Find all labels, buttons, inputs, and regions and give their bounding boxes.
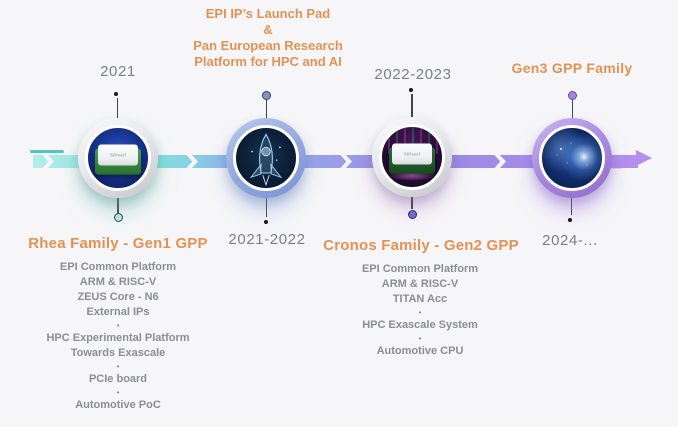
- band-accent-line: [30, 150, 64, 153]
- node1-bottom-dot: [113, 212, 123, 222]
- chip-package: SiPearl: [392, 143, 432, 165]
- chip-brand-label: SiPearl: [403, 151, 421, 157]
- detail-item: HPC Experimental Platform: [46, 332, 190, 344]
- node4-milestone-circle: [532, 118, 612, 198]
- detail-separator: •: [116, 321, 120, 330]
- node3-top-stem: [411, 94, 413, 118]
- detail-item: Towards Exascale: [70, 347, 166, 359]
- detail-item: TITAN Acc: [392, 293, 448, 305]
- node1-title: Rhea Family - Gen1 GPP: [28, 235, 208, 252]
- node2-top-stem: [265, 100, 267, 119]
- detail-item: EPI Common Platform: [59, 261, 177, 273]
- arrow-head-icon: [636, 150, 652, 166]
- node1-bottom-stem: [117, 196, 119, 213]
- node3-title: Cronos Family - Gen2 GPP: [323, 237, 519, 254]
- node2-title-line: &: [263, 22, 273, 37]
- node3-bottom-stem: [411, 195, 413, 209]
- timeline-arrow-band: [33, 155, 638, 168]
- node1-top-stem: [116, 98, 118, 120]
- detail-separator: •: [418, 308, 422, 317]
- node1-year-label: 2021: [100, 63, 136, 80]
- detail-item: Automotive PoC: [75, 399, 161, 411]
- node2-year-label: 2021-2022: [228, 231, 306, 248]
- node2-milestone-circle: [226, 118, 306, 198]
- node1-chip-photo: SiPearl: [85, 125, 151, 191]
- node2-bottom-stem: [265, 197, 267, 217]
- chip-brand-label: SiPearl: [109, 152, 127, 158]
- node3-top-dot: [409, 88, 413, 92]
- node4-top-dot: [567, 90, 577, 100]
- node4-year-label: 2024-...: [542, 232, 598, 249]
- node3-milestone-circle: SiPearl: [372, 117, 452, 197]
- detail-item: ZEUS Core - N6: [77, 291, 159, 303]
- detail-item: EPI Common Platform: [361, 263, 479, 275]
- detail-item: PCIe board: [88, 373, 148, 385]
- detail-item: ARM & RISC-V: [381, 278, 459, 290]
- node1-milestone-circle: SiPearl: [78, 118, 158, 198]
- detail-item: ARM & RISC-V: [79, 276, 157, 288]
- detail-item: Automotive CPU: [376, 345, 464, 357]
- node3-bottom-dot: [407, 209, 417, 219]
- chip-package: SiPearl: [98, 144, 138, 166]
- node4-bottom-stem: [570, 197, 572, 215]
- rocket-icon: [249, 133, 283, 187]
- node2-title-line: Platform for HPC and AI: [194, 54, 342, 69]
- detail-separator: •: [418, 334, 422, 343]
- detail-separator: •: [116, 388, 120, 397]
- node2-bottom-dot: [264, 220, 268, 224]
- node2-top-dot: [261, 90, 271, 100]
- detail-separator: •: [116, 362, 120, 371]
- node3-chip-photo: SiPearl: [379, 124, 445, 190]
- node2-title-line: Pan European Research: [193, 38, 343, 53]
- node4-title: Gen3 GPP Family: [511, 60, 633, 76]
- node2-title-line: EPI IP’s Launch Pad: [205, 6, 331, 21]
- node4-abstract-photo: [539, 125, 605, 191]
- node2-title: EPI IP’s Launch Pad & Pan European Resea…: [158, 6, 378, 70]
- node2-rocket-photo: [233, 125, 299, 191]
- detail-item: HPC Exascale System: [362, 319, 478, 331]
- detail-item: External IPs: [86, 306, 150, 318]
- node3-details-list: EPI Common Platform ARM & RISC-V TITAN Acc…: [362, 262, 478, 359]
- node1-top-dot: [114, 92, 118, 96]
- node1-details-list: EPI Common Platform ARM & RISC-V ZEUS Core…: [46, 260, 189, 413]
- node3-year-label: 2022-2023: [374, 66, 452, 83]
- node4-top-stem: [571, 100, 573, 118]
- node4-bottom-dot: [568, 218, 572, 222]
